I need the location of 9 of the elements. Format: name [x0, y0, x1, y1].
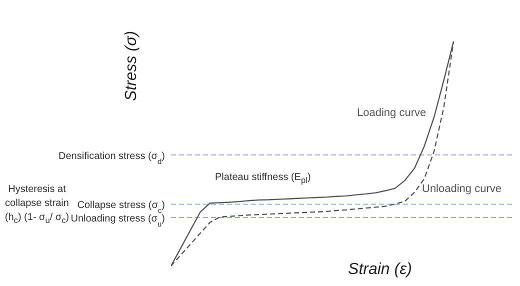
series-label: Unloading curve	[422, 183, 502, 195]
ref-line-label: Unloading stress (σ$_{u}$)	[70, 213, 165, 228]
series-label: Loading curve	[357, 107, 426, 119]
text: Hysteresis at collapse strain (h$_{c}$) (1- σ$_{u}$/ σ$_{c}$)	[4, 184, 70, 225]
ref-line-label: Collapse stress (σ$_{c}$)	[77, 200, 165, 215]
annotation: Plateau stiffness (E$_{pl}$)	[215, 171, 312, 187]
y-axis-title: Stress (σ)	[123, 30, 140, 102]
x-axis-title: Strain (ε)	[348, 261, 412, 278]
ref-line-label: Densification stress (σ$_{d}$)	[58, 150, 165, 166]
